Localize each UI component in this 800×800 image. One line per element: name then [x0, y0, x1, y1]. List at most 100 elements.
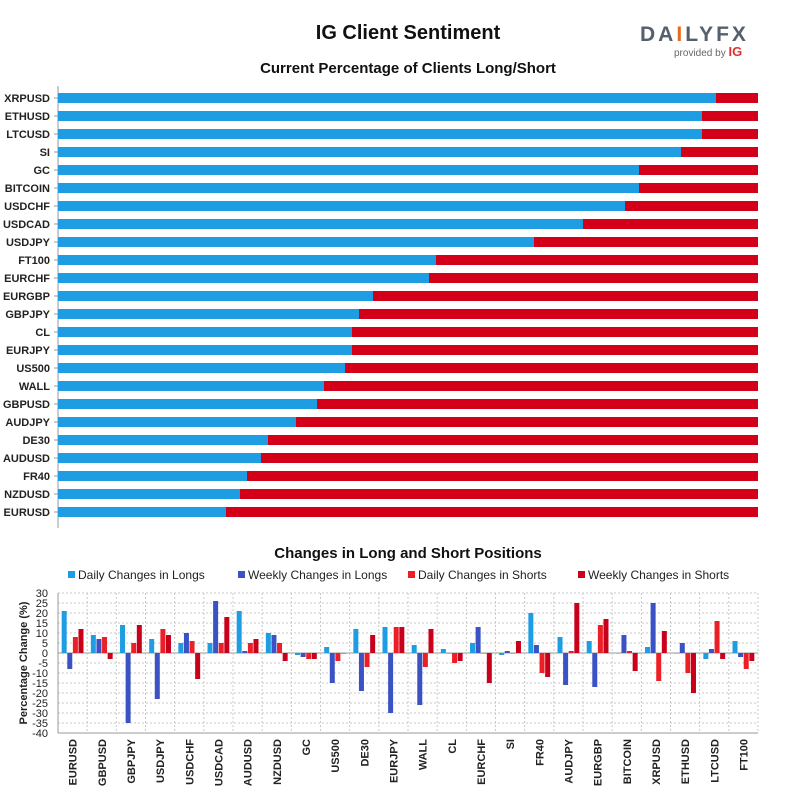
daily-shorts-bar [218, 643, 224, 653]
short-bar [226, 507, 758, 517]
daily-longs-bar [557, 637, 563, 653]
long-bar [58, 489, 240, 499]
long-bar [58, 273, 429, 283]
long-bar [58, 327, 352, 337]
weekly-shorts-bar [603, 619, 609, 653]
sentiment-category-label: NZDUSD [4, 489, 50, 501]
weekly-longs-bar [329, 653, 335, 683]
sentiment-category-label: AUDUSD [3, 453, 50, 465]
daily-longs-bar [207, 643, 213, 653]
long-bar [58, 309, 359, 319]
sentiment-category-label: DE30 [22, 435, 50, 447]
daily-shorts-bar [102, 637, 108, 653]
daily-longs-bar [411, 645, 417, 653]
changes-category-label: USDJPY [155, 738, 167, 783]
short-bar [247, 471, 758, 481]
legend-item-daily-shorts[interactable]: Daily Changes in Shorts [408, 568, 547, 582]
short-bar [359, 309, 758, 319]
long-bar [58, 165, 639, 175]
daily-shorts-bar [277, 643, 283, 653]
daily-longs-bar [236, 611, 242, 653]
changes-category-label: BITCOIN [622, 739, 634, 784]
weekly-longs-bar [592, 653, 598, 687]
daily-shorts-bar [510, 653, 516, 654]
daily-longs-bar [149, 639, 155, 653]
changes-category-label: EURGBP [593, 739, 605, 786]
long-bar [58, 111, 702, 121]
daily-shorts-bar [189, 641, 195, 653]
long-bar [58, 363, 345, 373]
daily-longs-bar [440, 649, 446, 653]
weekly-longs-bar [621, 635, 627, 653]
legend-label: Weekly Changes in Longs [248, 568, 388, 582]
short-bar [534, 237, 758, 247]
legend-label: Daily Changes in Shorts [418, 568, 547, 582]
weekly-longs-bar [563, 653, 569, 685]
changes-y-tick-label: 30 [36, 588, 48, 600]
daily-shorts-bar [72, 637, 78, 653]
changes-y-tick-label: -5 [38, 658, 48, 670]
daily-shorts-bar [306, 653, 312, 659]
changes-y-tick-label: 20 [36, 608, 48, 620]
daily-longs-bar [528, 613, 534, 653]
legend-item-weekly-shorts[interactable]: Weekly Changes in Shorts [578, 568, 729, 582]
daily-longs-bar [645, 647, 651, 653]
sentiment-category-label: GC [34, 165, 51, 177]
weekly-shorts-bar [311, 653, 317, 659]
daily-shorts-bar [422, 653, 428, 667]
legend-item-weekly-longs[interactable]: Weekly Changes in Longs [238, 568, 387, 582]
changes-category-label: US500 [330, 739, 342, 773]
weekly-longs-bar [504, 651, 510, 653]
logo-ig-brand: IG [728, 44, 743, 59]
daily-shorts-bar [714, 621, 720, 653]
weekly-shorts-bar [107, 653, 113, 659]
daily-shorts-bar [247, 643, 253, 653]
short-bar [352, 345, 758, 355]
weekly-shorts-bar [340, 653, 346, 654]
sentiment-category-label: XRPUSD [4, 93, 50, 105]
weekly-longs-bar [271, 635, 277, 653]
daily-shorts-bar [568, 651, 574, 653]
weekly-shorts-bar [282, 653, 288, 661]
weekly-shorts-bar [661, 631, 667, 653]
changes-category-label: GBPUSD [97, 739, 109, 786]
changes-y-axis-title: Percentage Change (%) [18, 601, 30, 724]
changes-category-label: EURJPY [388, 738, 400, 783]
sentiment-category-label: USDJPY [6, 237, 51, 249]
changes-category-label: SI [505, 739, 517, 749]
logo-text-a: DA [640, 23, 677, 46]
weekly-longs-bar [154, 653, 160, 699]
daily-longs-bar [324, 647, 330, 653]
changes-y-tick-label: 10 [36, 628, 48, 640]
weekly-shorts-bar [165, 635, 171, 653]
short-bar [702, 129, 758, 139]
daily-shorts-bar [364, 653, 370, 667]
logo-text-fx: FX [716, 23, 749, 46]
long-bar [58, 417, 296, 427]
changes-category-label: AUDJPY [563, 738, 575, 783]
sentiment-category-label: USDCHF [4, 201, 50, 213]
sentiment-category-label: LTCUSD [6, 129, 50, 141]
page-title: IG Client Sentiment [315, 22, 501, 44]
changes-category-label: XRPUSD [651, 739, 663, 785]
weekly-shorts-bar [136, 625, 142, 653]
changes-category-label: USDCAD [213, 739, 225, 786]
legend-swatch-icon [238, 571, 245, 579]
short-bar [317, 399, 758, 409]
weekly-shorts-bar [457, 653, 463, 661]
changes-category-label: FT100 [738, 739, 750, 771]
short-bar [625, 201, 758, 211]
long-bar [58, 471, 247, 481]
daily-longs-bar [732, 641, 738, 653]
long-bar [58, 453, 261, 463]
daily-shorts-bar [656, 653, 662, 681]
legend-item-daily-longs[interactable]: Daily Changes in Longs [68, 568, 205, 582]
short-bar [345, 363, 758, 373]
daily-shorts-bar [685, 653, 691, 673]
sentiment-category-label: EURGBP [3, 291, 50, 303]
daily-shorts-bar [539, 653, 545, 673]
short-bar [429, 273, 758, 283]
daily-longs-bar [470, 643, 476, 653]
short-bar [639, 165, 758, 175]
